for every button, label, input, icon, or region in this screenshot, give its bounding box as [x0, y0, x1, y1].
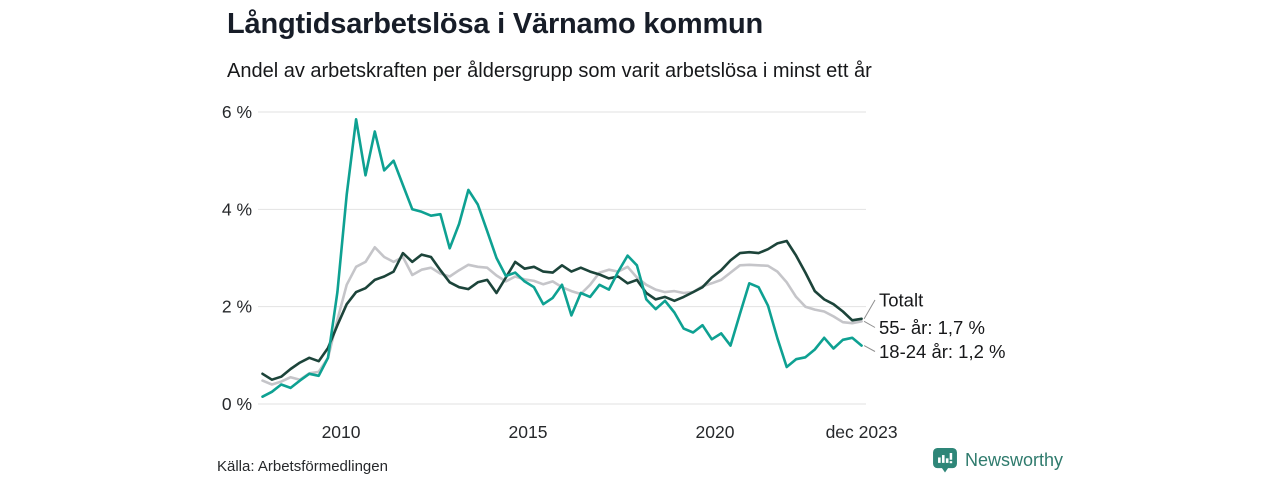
x-axis-tick-label: 2015: [509, 422, 548, 442]
y-axis-tick-label: 4 %: [222, 199, 252, 219]
newsworthy-logo-icon: [933, 448, 957, 473]
annotation-leader-line: [863, 299, 876, 320]
chart-title: Långtidsarbetslösa i Värnamo kommun: [227, 8, 764, 40]
series-line-18-24-ar: [261, 118, 863, 399]
x-axis-tick-label: 2010: [322, 422, 361, 442]
series-label-55-ar: 55- år: 1,7 %: [879, 317, 985, 338]
series-line-totalt: [261, 239, 863, 382]
newsworthy-wordmark: Newsworthy: [965, 450, 1064, 470]
y-axis-tick-label: 2 %: [222, 297, 252, 317]
brand: Newsworthy: [933, 448, 1063, 473]
annotation-leader-line: [863, 320, 876, 328]
x-axis-tick-label: 2020: [696, 422, 735, 442]
chart-subtitle: Andel av arbetskraften per åldersgrupp s…: [227, 60, 872, 82]
annotation-leader-line: [863, 345, 876, 352]
x-axis-tick-label: dec 2023: [826, 422, 898, 442]
series-label-totalt: Totalt: [879, 290, 923, 311]
y-axis-tick-label: 0 %: [222, 394, 252, 414]
source-caption: Källa: Arbetsförmedlingen: [217, 458, 388, 475]
series-label-18-24-ar: 18-24 år: 1,2 %: [879, 341, 1006, 362]
y-axis-tick-label: 6 %: [222, 102, 252, 122]
